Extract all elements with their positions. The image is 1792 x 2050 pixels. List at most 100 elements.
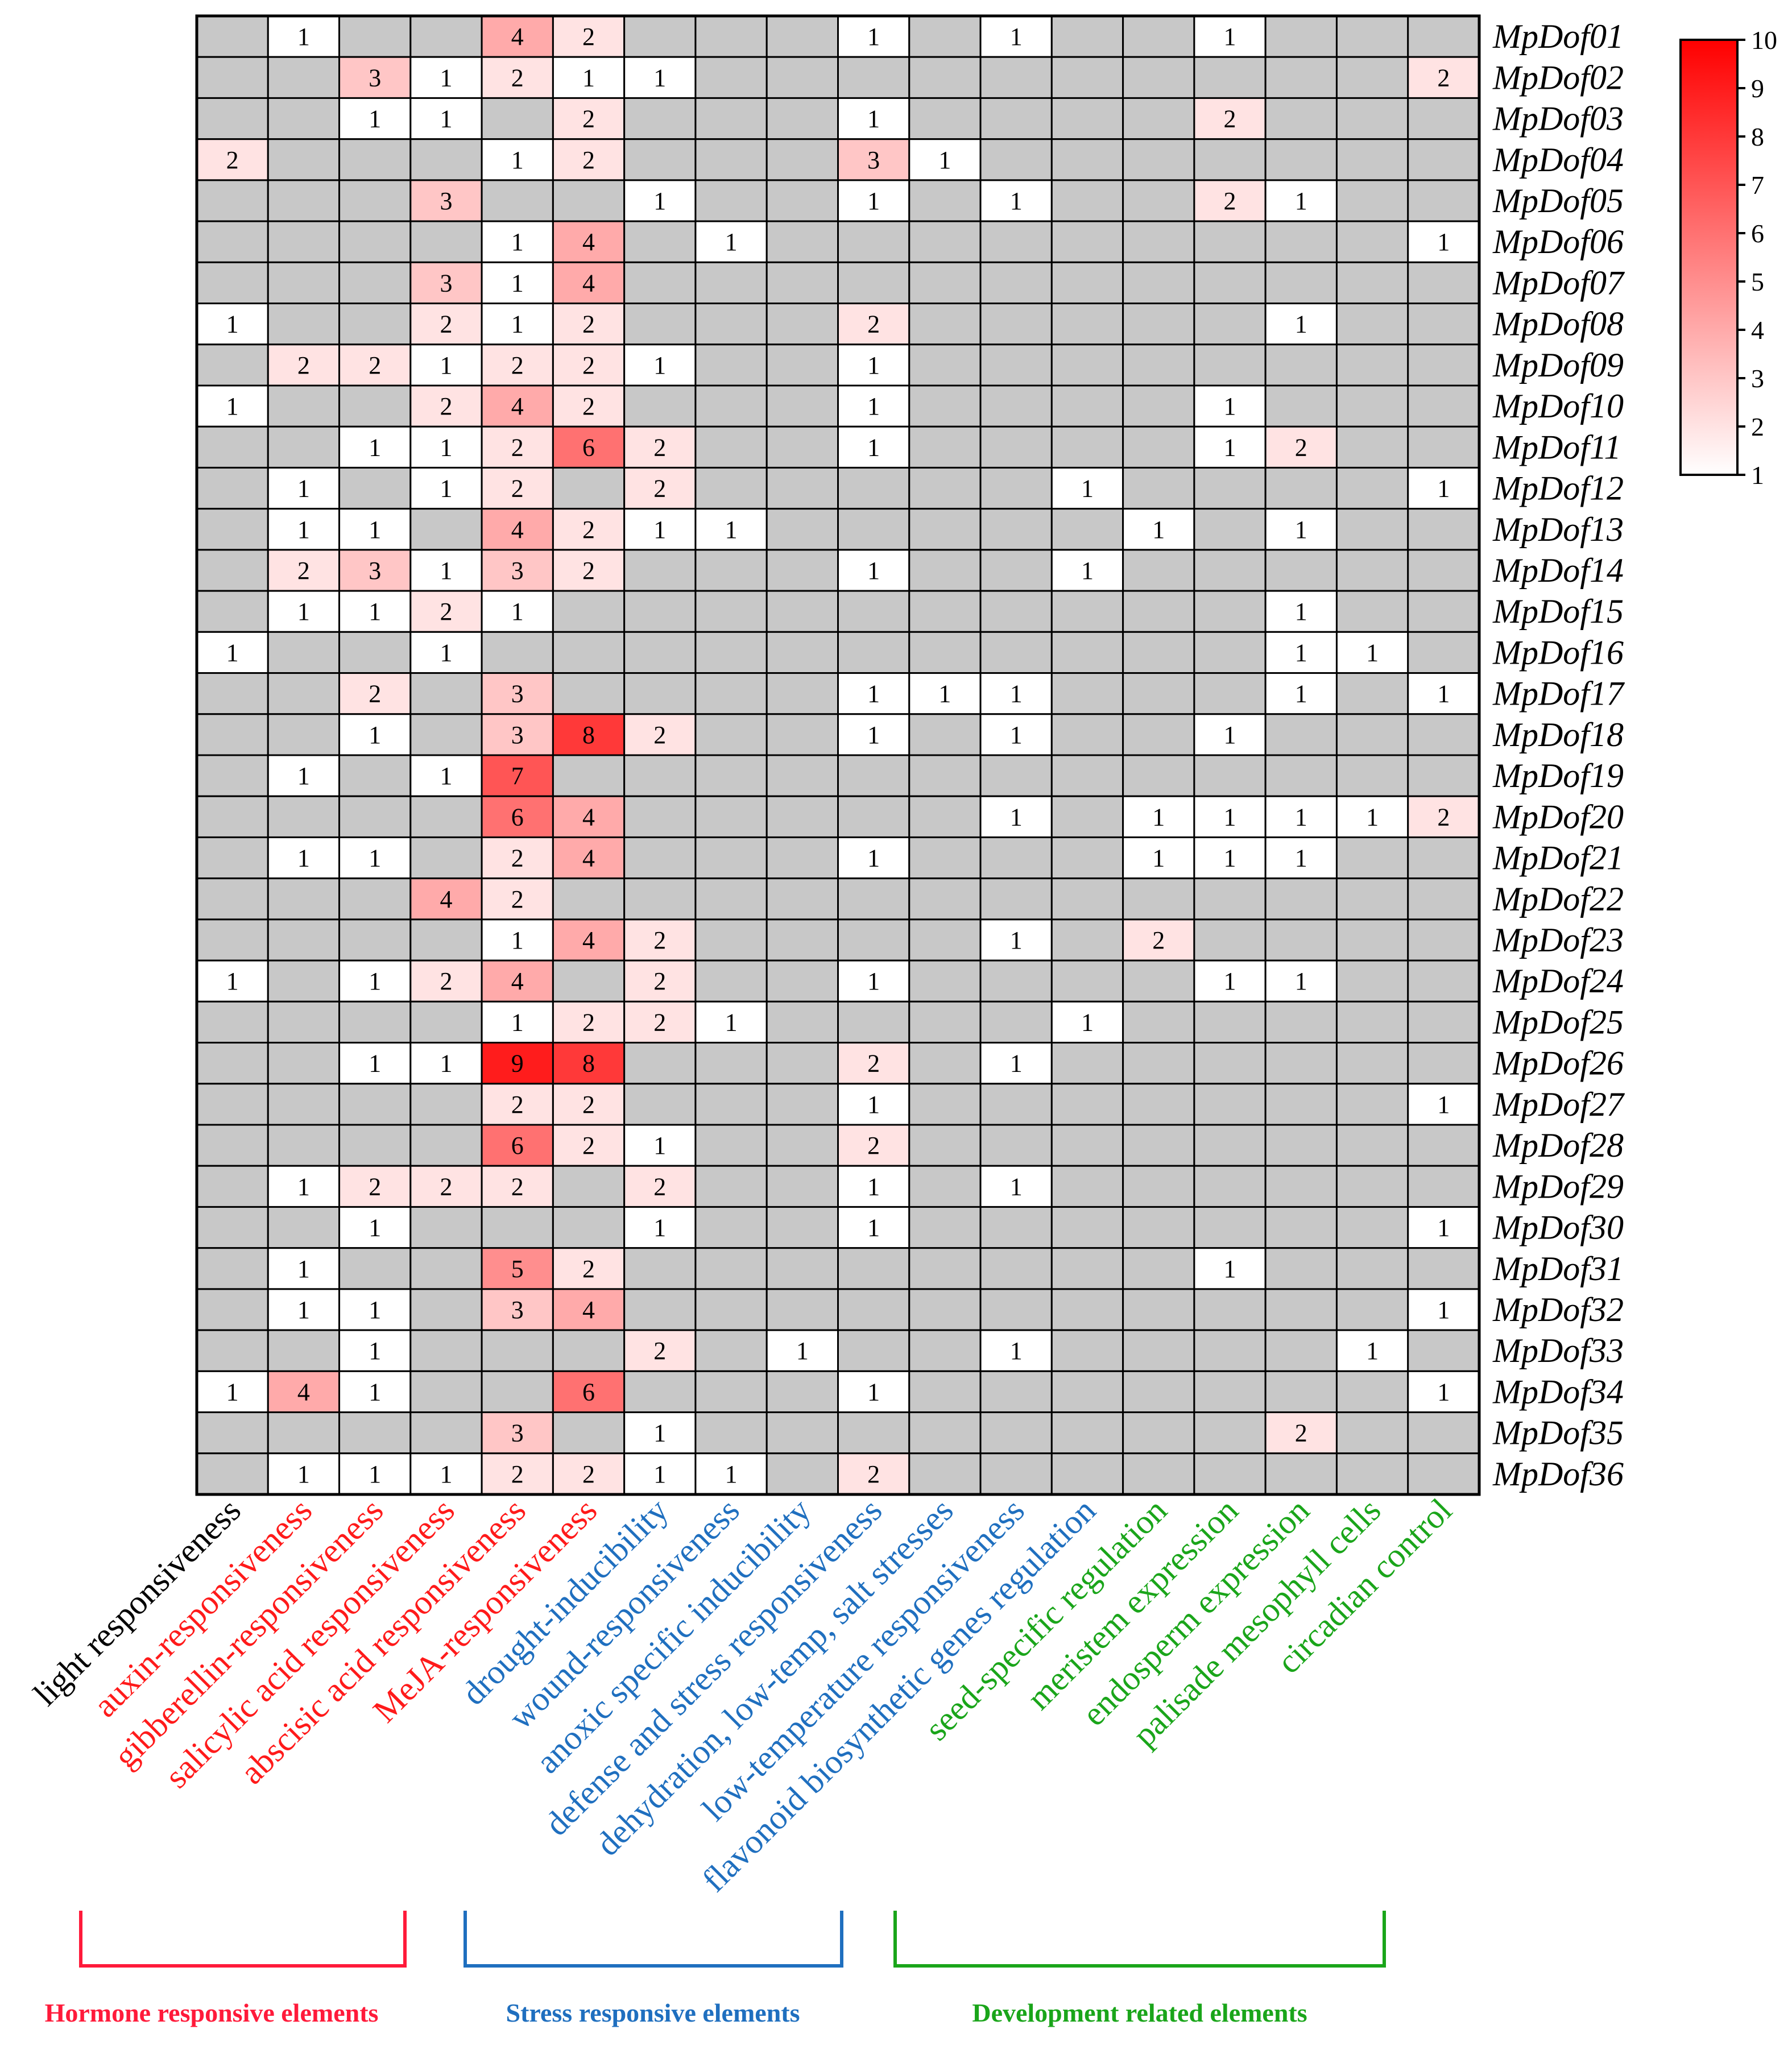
row-label: MpDof32	[1492, 1291, 1624, 1328]
heatmap-cell	[481, 1370, 554, 1414]
heatmap-cell	[1050, 508, 1124, 551]
cell-value-label: 1	[867, 844, 880, 872]
heatmap-cell	[1264, 877, 1338, 921]
heatmap-cell	[979, 590, 1053, 633]
cell-value-label: 9	[511, 1050, 524, 1078]
heatmap-cell	[1264, 384, 1338, 428]
heatmap-cell	[908, 1452, 982, 1496]
heatmap-cell	[1122, 220, 1195, 263]
row-labels: MpDof01MpDof02MpDof03MpDof04MpDof05MpDof…	[1492, 18, 1625, 1493]
heatmap-cell	[623, 590, 697, 633]
heatmap-cell	[409, 138, 483, 181]
heatmap-cell	[1335, 1411, 1409, 1455]
heatmap-cell	[1050, 1411, 1124, 1455]
heatmap-cell	[979, 384, 1053, 428]
heatmap-cell	[267, 179, 341, 222]
heatmap-cell	[196, 1329, 269, 1372]
cell-value-label: 2	[867, 310, 880, 338]
heatmap-cell	[1122, 1165, 1195, 1208]
cell-value-label: 1	[369, 967, 381, 995]
row-label: MpDof09	[1492, 346, 1624, 384]
cell-value-label: 1	[440, 1050, 452, 1078]
heatmap-cell	[1264, 631, 1338, 674]
heatmap-cell	[267, 1083, 341, 1126]
heatmap-cell	[196, 179, 269, 222]
colorbar-tick-label: 9	[1751, 74, 1764, 103]
heatmap-cell	[623, 877, 697, 921]
heatmap-cell	[1122, 425, 1195, 469]
heatmap-cell	[908, 713, 982, 756]
heatmap-cell	[908, 1124, 982, 1167]
cell-value-label: 1	[369, 1050, 381, 1078]
heatmap-cell	[338, 1452, 412, 1496]
heatmap-cell	[481, 590, 554, 633]
heatmap-cell	[196, 1411, 269, 1455]
row-label: MpDof06	[1492, 223, 1624, 260]
heatmap-cell	[1122, 303, 1195, 346]
row-label: MpDof23	[1492, 921, 1624, 959]
heatmap-cell	[979, 138, 1053, 181]
heatmap-cell	[908, 1370, 982, 1414]
heatmap-cell	[267, 1411, 341, 1455]
heatmap-cell	[908, 220, 982, 263]
heatmap-cell	[623, 303, 697, 346]
heatmap-cell	[1335, 1370, 1409, 1414]
heatmap-cell	[979, 56, 1053, 99]
cell-value-label: 1	[1366, 1337, 1379, 1365]
heatmap-cell	[1264, 918, 1338, 962]
heatmap-cell	[1335, 754, 1409, 797]
colorbar-tick-label: 2	[1751, 412, 1764, 441]
cell-value-label: 2	[1295, 1419, 1307, 1447]
heatmap-cell	[552, 672, 626, 715]
cell-value-label: 1	[1366, 639, 1379, 666]
cell-value-label: 1	[226, 639, 239, 666]
cell-value-label: 2	[226, 146, 239, 174]
heatmap-cell	[1407, 754, 1480, 797]
cell-value-label: 1	[1295, 516, 1307, 544]
heatmap-cell	[196, 1000, 269, 1044]
heatmap-cell	[338, 466, 412, 510]
heatmap-cell	[1335, 97, 1409, 140]
cell-value-label: 1	[297, 475, 310, 503]
heatmap-cell	[694, 220, 768, 263]
heatmap-cell	[694, 1247, 768, 1290]
cell-value-label: 1	[1366, 803, 1379, 831]
heatmap-cell	[1122, 918, 1195, 962]
row-label: MpDof31	[1492, 1250, 1624, 1287]
cell-value-label: 1	[369, 1378, 381, 1406]
heatmap-cell	[623, 1288, 697, 1331]
cell-value-label: 1	[1081, 557, 1094, 585]
row-label: MpDof18	[1492, 716, 1624, 753]
cell-value-label: 2	[582, 105, 595, 133]
row-label: MpDof21	[1492, 839, 1624, 877]
heatmap-cell	[694, 1370, 768, 1414]
heatmap-cell	[552, 1329, 626, 1372]
heatmap-cell	[1264, 672, 1338, 715]
cell-value-label: 1	[653, 64, 666, 92]
heatmap-cell	[908, 1288, 982, 1331]
heatmap-cell	[267, 508, 341, 551]
heatmap-cell	[1122, 631, 1195, 674]
cell-value-label: 1	[867, 105, 880, 133]
heatmap-cell	[979, 877, 1053, 921]
heatmap-cell	[338, 261, 412, 305]
heatmap-cell	[267, 1124, 341, 1167]
heatmap-cell	[1335, 425, 1409, 469]
heatmap-cell	[1264, 590, 1338, 633]
heatmap-cell	[1335, 384, 1409, 428]
heatmap-cell	[1335, 877, 1409, 921]
heatmap-cell	[1335, 1165, 1409, 1208]
heatmap-cell	[623, 672, 697, 715]
heatmap-cell	[908, 384, 982, 428]
cell-value-label: 1	[440, 475, 452, 503]
heatmap-cell	[694, 97, 768, 140]
heatmap-cell	[1335, 836, 1409, 880]
heatmap-cell	[908, 466, 982, 510]
cell-value-label: 1	[511, 598, 524, 626]
cell-value-label: 2	[867, 1460, 880, 1488]
heatmap-cell	[481, 1411, 554, 1455]
heatmap-cell	[908, 631, 982, 674]
colorbar-tick-label: 8	[1751, 122, 1764, 151]
cell-value-label: 1	[867, 1173, 880, 1200]
cell-value-label: 1	[297, 1296, 310, 1324]
